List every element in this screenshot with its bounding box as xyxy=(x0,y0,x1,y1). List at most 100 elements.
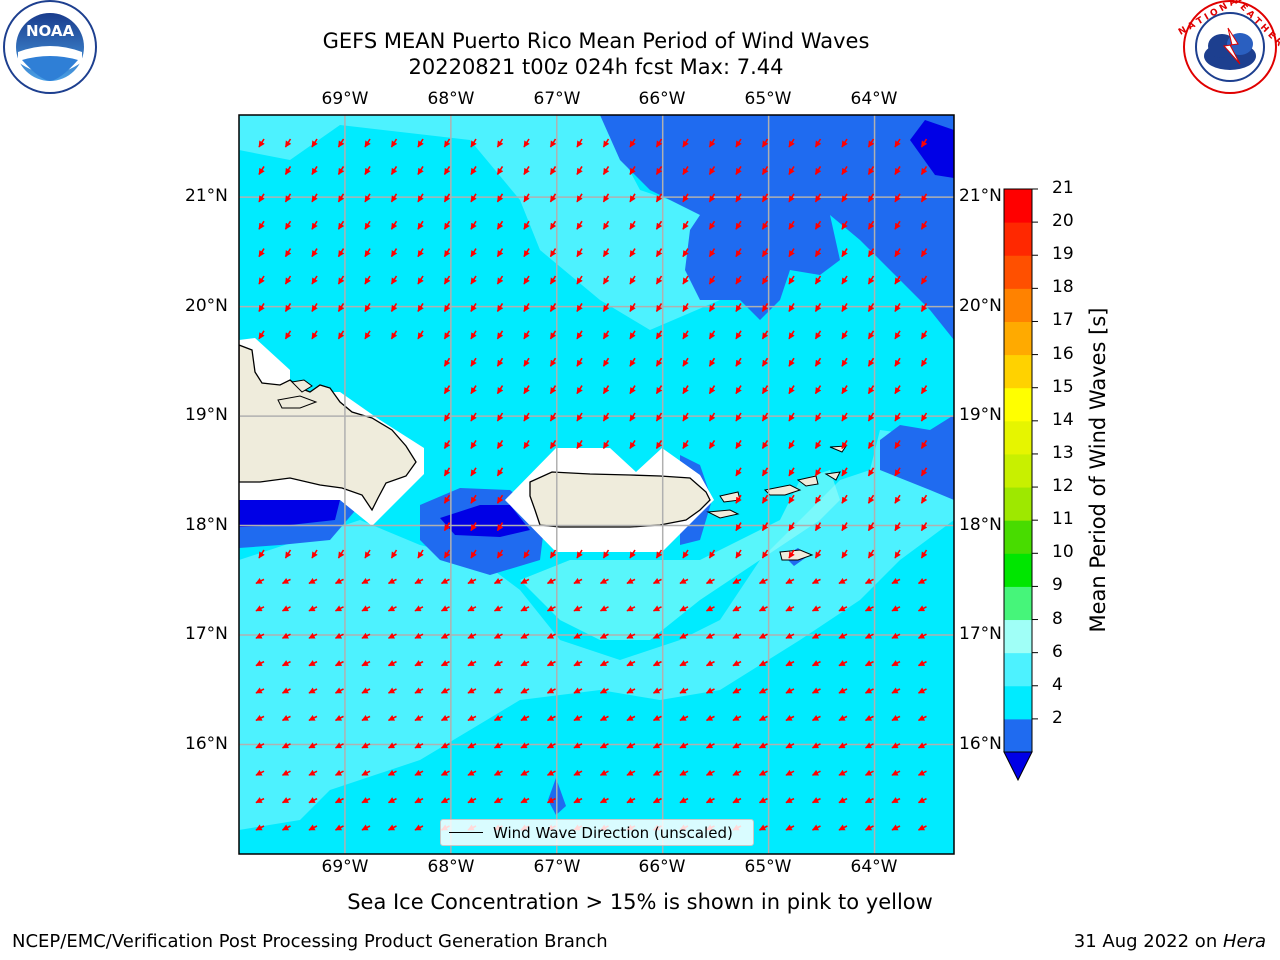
wind-arrow xyxy=(281,797,291,804)
wind-arrow xyxy=(629,549,636,559)
wind-arrow xyxy=(655,385,663,395)
wind-arrow xyxy=(761,248,769,258)
wind-arrow xyxy=(308,742,318,749)
wind-arrow xyxy=(576,357,583,367)
wind-arrow xyxy=(523,165,530,175)
wind-arrow xyxy=(440,577,450,585)
wind-arrow xyxy=(814,412,822,422)
wind-arrow xyxy=(652,605,662,612)
colorbar-under-extension xyxy=(1003,751,1033,782)
wind-arrow xyxy=(735,220,742,230)
wind-arrow xyxy=(520,714,530,722)
wind-arrow xyxy=(891,797,901,804)
wind-arrow xyxy=(735,549,742,559)
wind-arrow xyxy=(841,467,848,477)
wind-arrow xyxy=(894,522,901,532)
wind-arrow xyxy=(838,797,848,804)
wind-arrow xyxy=(258,330,265,340)
wind-arrow xyxy=(387,605,397,612)
wind-arrow xyxy=(629,220,636,230)
wind-arrow xyxy=(785,687,795,694)
wind-arrow xyxy=(761,522,769,532)
map-gridlines xyxy=(239,115,954,854)
wind-arrow xyxy=(467,769,477,776)
wind-arrow xyxy=(284,302,292,312)
wind-arrow xyxy=(920,330,928,340)
wind-arrow xyxy=(867,275,875,285)
wind-arrow xyxy=(549,357,557,367)
wind-arrow xyxy=(785,824,795,831)
wind-arrow xyxy=(811,660,821,667)
wind-arrow xyxy=(867,193,875,203)
wind-arrow xyxy=(814,302,822,312)
wind-arrow xyxy=(417,330,424,340)
wind-arrow xyxy=(894,220,901,230)
wind-arrow xyxy=(470,439,477,449)
wind-arrow xyxy=(814,357,822,367)
colorbar-frame xyxy=(1003,188,1033,753)
wind-arrow xyxy=(599,632,609,639)
wind-arrow xyxy=(414,797,424,804)
wind-arrow xyxy=(811,769,821,776)
chart-title: GEFS MEAN Puerto Rico Mean Period of Win… xyxy=(322,29,870,53)
wind-arrow xyxy=(523,220,530,230)
colorbar-tick-label: 16 xyxy=(1052,343,1074,364)
zone-period-6to8-north xyxy=(239,115,760,330)
wind-arrow xyxy=(682,357,689,367)
colorbar-segment xyxy=(1004,189,1032,223)
wind-arrow xyxy=(576,549,583,559)
wind-arrow xyxy=(655,330,663,340)
wind-arrow xyxy=(682,275,689,285)
wind-arrow xyxy=(629,138,636,148)
wind-arrow xyxy=(811,632,821,639)
wind-arrow xyxy=(364,549,371,559)
wind-arrow xyxy=(629,357,636,367)
wind-arrow xyxy=(493,577,503,585)
wind-arrow xyxy=(891,742,901,749)
zone-period-6to8-south xyxy=(239,430,954,830)
wind-arrow xyxy=(443,330,451,340)
wind-arrow xyxy=(311,330,318,340)
wind-arrow xyxy=(682,302,689,312)
wind-arrow xyxy=(311,220,318,230)
wind-arrow xyxy=(811,742,821,749)
wind-arrow xyxy=(470,330,477,340)
wind-arrow xyxy=(417,302,424,312)
wind-arrow xyxy=(841,248,848,258)
wind-arrow xyxy=(894,330,901,340)
wind-arrow xyxy=(864,714,874,722)
colorbar-segment xyxy=(1004,288,1032,322)
wind-arrow xyxy=(758,632,768,639)
wind-arrow xyxy=(523,193,530,203)
lat-label-left-18n: 18°N xyxy=(185,515,228,535)
wind-arrow xyxy=(258,165,265,175)
wind-arrow xyxy=(682,193,689,203)
wind-arrow xyxy=(785,632,795,639)
wind-arrow xyxy=(470,385,477,395)
wind-arrow xyxy=(841,275,848,285)
wind-arrow xyxy=(735,302,742,312)
land-st-croix xyxy=(779,549,814,561)
wind-arrow xyxy=(361,742,371,749)
wind-arrow xyxy=(655,138,663,148)
wind-arrow xyxy=(467,742,477,749)
wind-arrow xyxy=(838,660,848,667)
wind-arrow xyxy=(629,275,636,285)
wind-arrow xyxy=(626,769,636,776)
colorbar-tick-label: 15 xyxy=(1052,376,1074,397)
wind-arrow xyxy=(732,769,742,776)
wind-arrow xyxy=(708,220,716,230)
wind-arrow xyxy=(602,549,610,559)
colorbar-tick-label: 11 xyxy=(1052,509,1074,530)
wind-arrow xyxy=(867,467,875,477)
lon-label-top-65w: 65°W xyxy=(744,89,792,109)
wind-arrow xyxy=(599,797,609,804)
wind-arrow xyxy=(705,605,715,612)
wind-arrow xyxy=(467,577,477,585)
wind-arrow xyxy=(493,687,503,694)
wind-arrow xyxy=(387,769,397,776)
wind-arrow xyxy=(361,577,371,585)
wind-arrow xyxy=(679,632,689,639)
wind-arrow xyxy=(629,385,636,395)
lon-label-bottom-64w: 64°W xyxy=(850,857,898,877)
